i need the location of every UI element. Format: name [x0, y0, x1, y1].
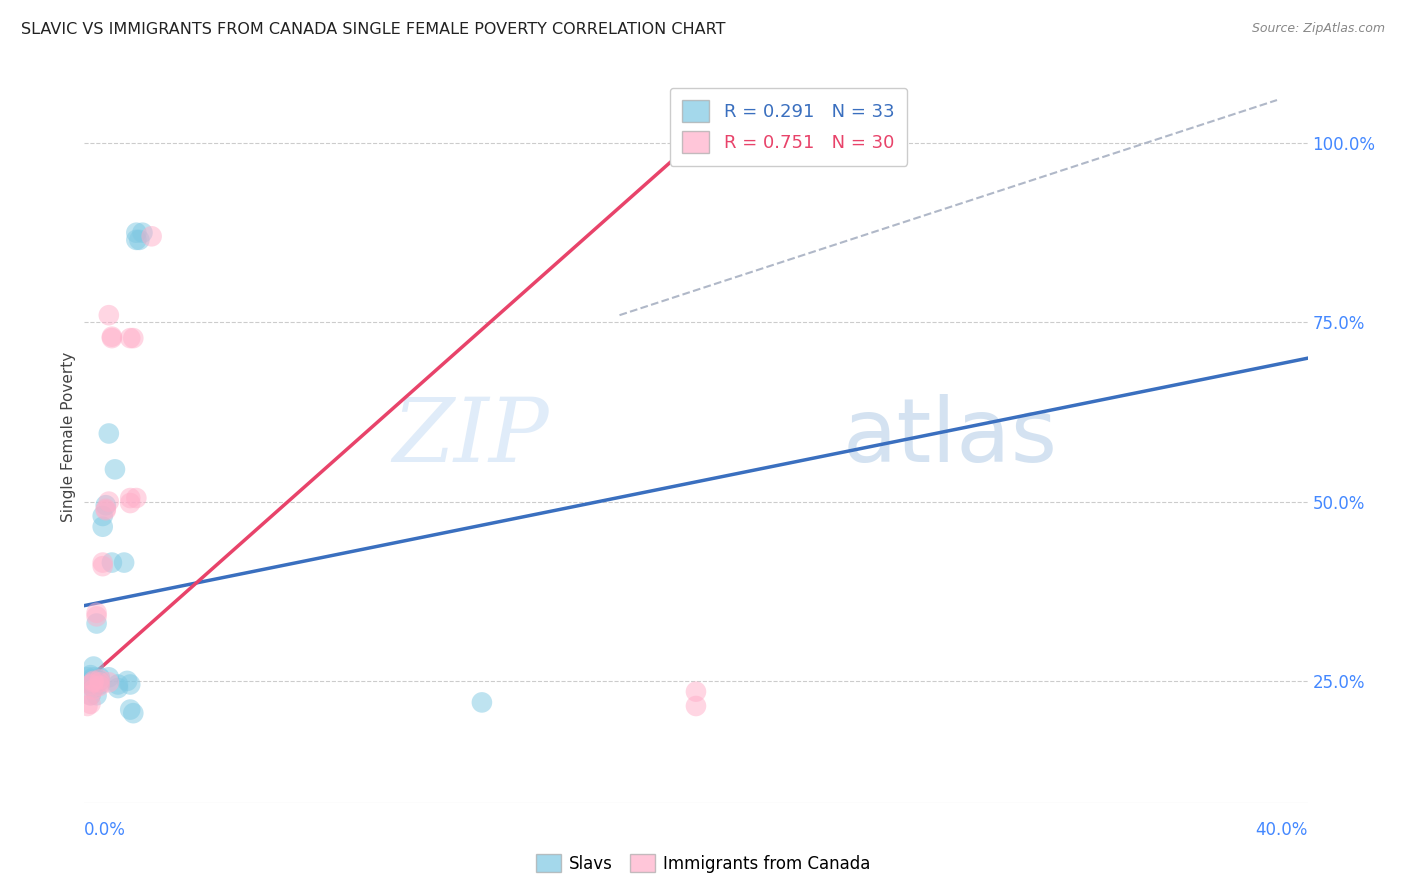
Point: [89, 677, 111, 691]
Point: [86, 688, 108, 702]
Point: [76, 675, 98, 690]
Point: [131, 226, 153, 240]
Point: [91, 519, 114, 533]
Point: [89, 673, 111, 688]
Point: [97, 426, 120, 441]
Point: [120, 331, 142, 345]
Point: [86, 616, 108, 631]
Point: [86, 606, 108, 620]
Point: [141, 229, 163, 244]
Point: [94, 503, 117, 517]
Point: [120, 702, 142, 716]
Point: [79, 697, 101, 711]
Point: [120, 677, 142, 691]
Point: [94, 501, 117, 516]
Point: [97, 670, 120, 684]
Point: [125, 233, 148, 247]
Point: [685, 698, 707, 713]
Point: [101, 331, 124, 345]
Y-axis label: Single Female Poverty: Single Female Poverty: [60, 352, 76, 522]
Point: [79, 668, 101, 682]
Point: [125, 226, 148, 240]
Point: [79, 688, 101, 702]
Point: [97, 675, 120, 690]
Point: [76, 670, 98, 684]
Text: Source: ZipAtlas.com: Source: ZipAtlas.com: [1251, 22, 1385, 36]
Point: [94, 498, 117, 512]
Point: [83, 675, 105, 690]
Point: [83, 670, 105, 684]
Point: [97, 308, 120, 322]
Point: [97, 494, 120, 508]
Legend: R = 0.291   N = 33, R = 0.751   N = 30: R = 0.291 N = 33, R = 0.751 N = 30: [669, 87, 907, 166]
Text: 40.0%: 40.0%: [1256, 821, 1308, 839]
Point: [89, 675, 111, 690]
Point: [89, 679, 111, 693]
Point: [471, 695, 494, 709]
Point: [115, 673, 138, 688]
Point: [79, 677, 101, 691]
Point: [104, 462, 127, 476]
Text: 0.0%: 0.0%: [84, 821, 127, 839]
Point: [83, 681, 105, 695]
Point: [107, 677, 129, 691]
Point: [112, 556, 135, 570]
Text: ZIP: ZIP: [392, 393, 550, 481]
Point: [83, 659, 105, 673]
Point: [122, 331, 145, 345]
Point: [76, 698, 98, 713]
Point: [89, 670, 111, 684]
Point: [120, 491, 142, 505]
Point: [79, 677, 101, 691]
Point: [91, 556, 114, 570]
Point: [83, 682, 105, 697]
Point: [101, 556, 124, 570]
Point: [128, 233, 150, 247]
Point: [101, 329, 124, 343]
Text: SLAVIC VS IMMIGRANTS FROM CANADA SINGLE FEMALE POVERTY CORRELATION CHART: SLAVIC VS IMMIGRANTS FROM CANADA SINGLE …: [21, 22, 725, 37]
Text: atlas: atlas: [842, 393, 1057, 481]
Point: [86, 609, 108, 624]
Point: [107, 681, 129, 695]
Legend: Slavs, Immigrants from Canada: Slavs, Immigrants from Canada: [529, 847, 877, 880]
Point: [79, 673, 101, 687]
Point: [89, 673, 111, 687]
Point: [83, 673, 105, 688]
Point: [120, 496, 142, 510]
Point: [685, 684, 707, 698]
Point: [122, 706, 145, 721]
Point: [685, 136, 707, 150]
Point: [125, 491, 148, 505]
Point: [91, 559, 114, 574]
Point: [79, 688, 101, 702]
Point: [91, 508, 114, 523]
